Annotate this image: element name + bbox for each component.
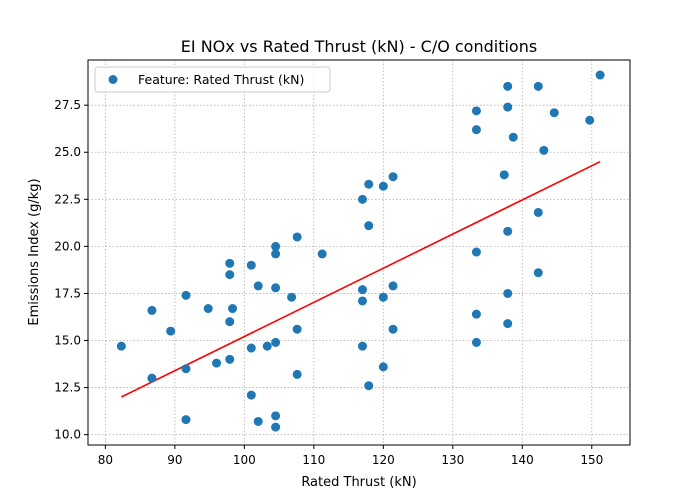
y-axis-label: Emissions Index (g/kg)	[27, 178, 42, 325]
regression-line	[121, 160, 601, 398]
grid	[88, 60, 630, 445]
data-point	[471, 125, 481, 135]
data-point	[357, 341, 367, 351]
x-tick-label: 90	[167, 453, 182, 467]
data-point	[533, 207, 543, 217]
data-point	[533, 81, 543, 91]
data-point	[292, 232, 302, 242]
legend: Feature: Rated Thrust (kN)	[94, 66, 331, 93]
data-point	[181, 364, 191, 374]
data-point	[271, 249, 281, 259]
data-point	[181, 415, 191, 425]
data-point	[246, 343, 256, 353]
data-point	[228, 304, 238, 314]
data-point	[271, 283, 281, 293]
data-point	[549, 108, 559, 118]
data-point	[225, 270, 235, 280]
data-point	[499, 170, 509, 180]
data-point	[271, 241, 281, 251]
y-tick-label: 27.5	[54, 98, 81, 112]
data-point	[388, 281, 398, 291]
chart-title: EI NOx vs Rated Thrust (kN) - C/O condit…	[181, 37, 537, 56]
data-point	[357, 285, 367, 295]
legend-marker	[108, 75, 118, 84]
data-point	[212, 358, 222, 368]
data-point	[357, 194, 367, 204]
data-point	[388, 324, 398, 334]
x-tick-label: 120	[372, 453, 395, 467]
y-axis-ticks: 10.0 12.5 15.0 17.5 20.0 22.5 25.0 27.5	[54, 98, 88, 442]
data-point	[378, 181, 388, 191]
y-tick-label: 17.5	[54, 286, 81, 300]
data-point	[503, 288, 513, 298]
data-point	[253, 281, 263, 291]
regression-line-group	[121, 160, 601, 398]
data-points	[116, 70, 605, 432]
data-point	[147, 373, 157, 383]
x-tick-label: 110	[302, 453, 325, 467]
legend-label: Feature: Rated Thrust (kN)	[138, 72, 304, 87]
data-point	[378, 292, 388, 302]
legend-box	[94, 66, 331, 93]
data-point	[225, 258, 235, 268]
data-point	[262, 341, 272, 351]
x-axis-label: Rated Thrust (kN)	[301, 475, 416, 490]
data-point	[292, 324, 302, 334]
data-point	[595, 70, 605, 80]
data-point	[503, 319, 513, 329]
y-tick-label: 15.0	[54, 334, 81, 348]
data-point	[503, 226, 513, 236]
data-point	[364, 221, 374, 231]
y-tick-label: 22.5	[54, 192, 81, 206]
y-tick-label: 20.0	[54, 239, 81, 253]
y-tick-label: 12.5	[54, 381, 81, 395]
data-point	[503, 102, 513, 112]
x-tick-label: 80	[98, 453, 113, 467]
data-point	[585, 115, 595, 125]
data-point	[471, 106, 481, 116]
y-tick-label: 25.0	[54, 145, 81, 159]
data-point	[471, 337, 481, 347]
data-point	[246, 390, 256, 400]
data-point	[271, 422, 281, 432]
plot-frame	[87, 59, 631, 446]
data-point	[533, 268, 543, 278]
data-point	[378, 362, 388, 372]
x-tick-label: 100	[233, 453, 256, 467]
x-tick-label: 140	[511, 453, 534, 467]
data-point	[116, 341, 126, 351]
data-point	[471, 309, 481, 319]
data-point	[147, 305, 157, 315]
data-point	[287, 292, 297, 302]
data-point	[539, 145, 549, 155]
data-point	[181, 290, 191, 300]
data-point	[253, 416, 263, 426]
data-point	[364, 381, 374, 391]
data-point	[471, 247, 481, 257]
data-point	[203, 304, 213, 314]
data-point	[508, 132, 518, 142]
data-point	[364, 179, 374, 189]
data-point	[225, 354, 235, 364]
data-point	[271, 337, 281, 347]
y-tick-label: 10.0	[54, 428, 81, 442]
data-point	[292, 369, 302, 379]
data-point	[503, 81, 513, 91]
x-tick-label: 150	[580, 453, 603, 467]
data-point	[357, 296, 367, 306]
data-point	[225, 317, 235, 327]
x-tick-label: 130	[441, 453, 464, 467]
data-point	[271, 411, 281, 421]
data-point	[166, 326, 176, 336]
data-point	[317, 249, 327, 259]
data-point	[246, 260, 256, 270]
x-axis-ticks: 80 90 100 110 120 130 140 150	[98, 445, 603, 467]
data-point	[388, 172, 398, 182]
